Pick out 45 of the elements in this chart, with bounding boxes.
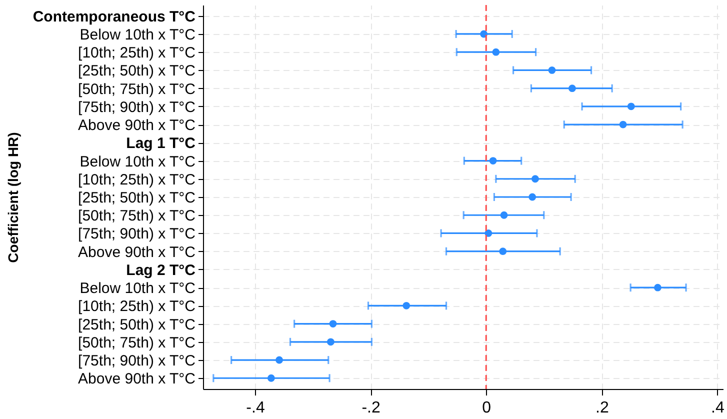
- point: [402, 302, 410, 310]
- y-tick-label: [50th; 75th) x T°C: [78, 80, 196, 98]
- point: [568, 84, 576, 92]
- y-tick-label: Above 90th x T°C: [78, 370, 196, 388]
- point: [532, 175, 539, 183]
- point: [654, 284, 662, 292]
- point: [484, 230, 492, 237]
- point: [326, 338, 334, 346]
- y-tick-label: Below 10th x T°C: [80, 280, 196, 298]
- y-tick-label: Above 90th x T°C: [78, 244, 196, 261]
- y-tick-label: Lag 1 T°C: [126, 135, 196, 152]
- point: [499, 248, 507, 256]
- y-tick-label: [25th; 50th) x T°C: [78, 316, 196, 334]
- x-tick-label: 0: [482, 400, 492, 416]
- y-tick-label: [10th; 25th) x T°C: [78, 44, 196, 62]
- y-tick-label: Contemporaneous T°C: [32, 8, 196, 26]
- point: [267, 374, 275, 382]
- y-tick-label: [10th; 25th) x T°C: [78, 298, 196, 316]
- y-tick-label: [75th; 90th) x T°C: [78, 352, 196, 370]
- y-tick-label: Below 10th x T°C: [80, 26, 196, 44]
- y-tick-label: [10th; 25th) x T°C: [78, 171, 196, 188]
- point: [480, 30, 488, 38]
- y-tick-label: Above 90th x T°C: [78, 117, 196, 134]
- point: [489, 157, 497, 164]
- y-axis-title: Coefficient (log HR): [4, 132, 21, 263]
- x-tick-label: -.2: [362, 400, 380, 416]
- y-tick-label: [75th; 90th) x T°C: [78, 226, 196, 243]
- y-tick-label: [50th; 75th) x T°C: [78, 334, 196, 352]
- point: [627, 102, 635, 110]
- point: [548, 66, 556, 74]
- point: [276, 356, 283, 364]
- y-tick-label: Lag 2 T°C: [126, 262, 196, 279]
- point: [528, 193, 536, 201]
- y-tick-label: [75th; 90th) x T°C: [78, 98, 196, 116]
- point: [329, 320, 337, 328]
- x-tick-label: -.4: [246, 400, 265, 416]
- point: [619, 120, 627, 128]
- y-tick-label: [25th; 50th) x T°C: [78, 190, 196, 206]
- y-tick-label: [25th; 50th) x T°C: [78, 62, 196, 80]
- y-tick-label: [50th; 75th) x T°C: [78, 208, 196, 225]
- point: [492, 48, 500, 56]
- y-tick-label: Below 10th x T°C: [80, 153, 196, 170]
- x-tick-label: .4: [711, 400, 724, 416]
- point: [500, 211, 508, 219]
- x-tick-label: .2: [595, 400, 609, 416]
